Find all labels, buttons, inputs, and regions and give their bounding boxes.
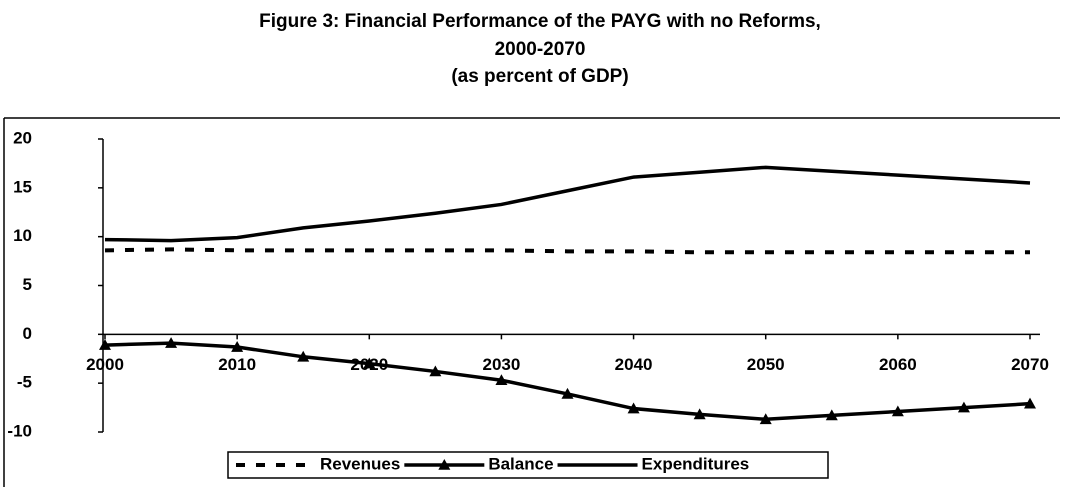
y-tick-label: 0 (23, 324, 32, 343)
chart-annotation: (as percent of GDP) (451, 66, 628, 87)
y-tick-label: 5 (23, 275, 32, 294)
legend-box (227, 451, 829, 479)
series-marker (627, 402, 640, 414)
y-tick-label: 15 (13, 177, 32, 196)
series-marker (825, 409, 838, 421)
series-marker (495, 374, 508, 386)
y-tick-label: 10 (13, 226, 32, 245)
series-marker (759, 413, 772, 425)
x-tick-label: 2070 (1011, 355, 1049, 374)
series-marker (561, 387, 574, 399)
series-marker (891, 405, 904, 417)
y-tick-label: 20 (13, 128, 32, 147)
series-line (104, 247, 1030, 255)
chart-subtitle: 2000-2070 (495, 39, 586, 60)
x-tick-label: 2060 (879, 355, 917, 374)
series-marker (1024, 397, 1036, 409)
series-marker (231, 341, 244, 352)
x-tick-label: 2030 (483, 355, 521, 374)
x-tick-label: 2010 (218, 355, 256, 374)
series-marker (363, 357, 376, 369)
legend-label: Expenditures (642, 454, 750, 473)
series-marker (165, 337, 178, 348)
series-marker (429, 365, 442, 377)
legend-label: Balance (488, 454, 553, 473)
legend-marker (438, 459, 451, 470)
series-marker (957, 401, 970, 413)
series-marker (99, 339, 111, 350)
y-tick-label: -5 (17, 373, 32, 392)
x-tick-label: 2040 (615, 355, 653, 374)
series-marker (297, 350, 310, 362)
legend-label: Revenues (320, 454, 400, 473)
x-tick-label: 2000 (86, 355, 124, 374)
x-tick-label: 2050 (747, 355, 785, 374)
series-marker (693, 408, 706, 420)
series-line (104, 165, 1031, 243)
y-tick-label: -10 (7, 421, 32, 440)
chart-title: Figure 3: Financial Performance of the P… (259, 11, 821, 32)
